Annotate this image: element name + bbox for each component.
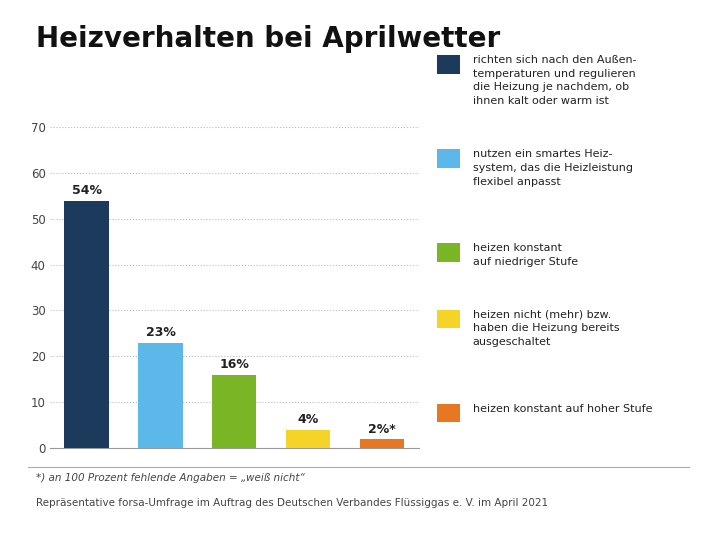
Text: heizen nicht (mehr) bzw.
haben die Heizung bereits
ausgeschaltet: heizen nicht (mehr) bzw. haben die Heizu… <box>473 310 620 347</box>
Bar <box>360 439 404 448</box>
Text: 23%: 23% <box>146 326 175 340</box>
Text: nutzen ein smartes Heiz-
system, das die Heizleistung
flexibel anpasst: nutzen ein smartes Heiz- system, das die… <box>473 149 633 186</box>
Text: richten sich nach den Außen-
temperaturen und regulieren
die Heizung je nachdem,: richten sich nach den Außen- temperature… <box>473 55 636 106</box>
Text: 16%: 16% <box>219 358 249 372</box>
Text: heizen konstant
auf niedriger Stufe: heizen konstant auf niedriger Stufe <box>473 243 578 267</box>
Bar <box>286 430 330 448</box>
Text: 4%: 4% <box>297 414 319 426</box>
Bar <box>65 201 109 448</box>
Text: heizen konstant auf hoher Stufe: heizen konstant auf hoher Stufe <box>473 404 652 414</box>
Bar <box>138 342 182 448</box>
Text: *) an 100 Prozent fehlende Angaben = „weiß nicht“: *) an 100 Prozent fehlende Angaben = „we… <box>36 473 305 483</box>
Text: 54%: 54% <box>72 184 102 197</box>
Text: Heizverhalten bei Aprilwetter: Heizverhalten bei Aprilwetter <box>36 25 500 53</box>
Text: 2%*: 2%* <box>368 422 396 436</box>
Text: Repräsentative forsa-Umfrage im Auftrag des Deutschen Verbandes Flüssiggas e. V.: Repräsentative forsa-Umfrage im Auftrag … <box>36 498 547 508</box>
Bar <box>212 374 256 448</box>
